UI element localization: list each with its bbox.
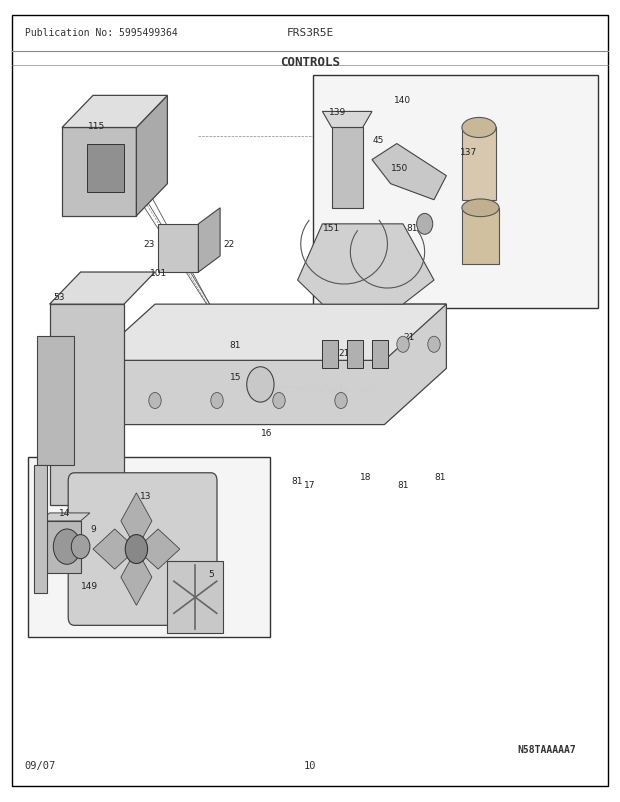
Polygon shape (158, 225, 198, 273)
Polygon shape (372, 144, 446, 200)
Text: 81: 81 (435, 472, 446, 482)
Text: 81: 81 (397, 480, 409, 490)
Bar (372, 341, 388, 369)
Text: 115: 115 (87, 122, 105, 132)
Bar (462, 209, 499, 265)
Polygon shape (87, 144, 124, 192)
Circle shape (273, 393, 285, 409)
Text: 22: 22 (224, 240, 235, 249)
Circle shape (335, 393, 347, 409)
Polygon shape (93, 529, 136, 569)
Circle shape (53, 529, 81, 565)
Circle shape (417, 214, 433, 235)
Bar (313, 76, 598, 309)
Text: 151: 151 (323, 224, 340, 233)
Polygon shape (121, 549, 152, 606)
Polygon shape (93, 305, 446, 425)
Text: 140: 140 (394, 95, 412, 105)
Text: 101: 101 (149, 268, 167, 277)
Text: 21A: 21A (339, 348, 356, 358)
Bar (40, 521, 81, 573)
Text: 09/07: 09/07 (25, 760, 56, 770)
Polygon shape (62, 128, 136, 217)
Polygon shape (62, 96, 167, 128)
Text: 5: 5 (208, 569, 214, 578)
Text: 81: 81 (292, 476, 303, 486)
Circle shape (149, 393, 161, 409)
Polygon shape (37, 337, 74, 465)
Text: FRS3R5E: FRS3R5E (286, 28, 334, 38)
Text: 23: 23 (143, 240, 154, 249)
Polygon shape (167, 561, 223, 634)
Circle shape (211, 393, 223, 409)
Polygon shape (136, 529, 180, 569)
Text: sReplacementParts.com: sReplacementParts.com (242, 384, 378, 394)
Text: CONTROLS: CONTROLS (280, 56, 340, 69)
Polygon shape (322, 112, 372, 128)
Text: 149: 149 (81, 581, 99, 590)
Polygon shape (298, 225, 434, 305)
Bar (332, 128, 363, 209)
Text: 9: 9 (90, 525, 96, 534)
Bar (462, 128, 496, 200)
Polygon shape (121, 493, 152, 549)
Text: 14: 14 (60, 508, 71, 518)
Bar (347, 341, 363, 369)
Text: 81: 81 (407, 224, 418, 233)
Text: 81: 81 (230, 340, 241, 350)
Text: 150: 150 (391, 164, 409, 173)
Text: 17: 17 (304, 480, 316, 490)
Polygon shape (50, 273, 155, 305)
Text: 16: 16 (261, 428, 272, 438)
Polygon shape (198, 209, 220, 273)
Text: 139: 139 (329, 107, 347, 117)
Polygon shape (93, 305, 446, 361)
Text: 18: 18 (360, 472, 371, 482)
Circle shape (71, 535, 90, 559)
Bar (28, 457, 270, 638)
Text: N58TAAAAA7: N58TAAAAA7 (518, 744, 577, 754)
Text: 138: 138 (472, 200, 489, 209)
Text: 8: 8 (130, 512, 136, 522)
Polygon shape (40, 513, 90, 521)
Text: 10: 10 (304, 760, 316, 770)
Text: 53: 53 (53, 292, 64, 302)
Ellipse shape (462, 200, 499, 217)
Circle shape (397, 337, 409, 353)
Text: 15: 15 (230, 372, 241, 382)
Bar (322, 341, 338, 369)
Polygon shape (50, 305, 124, 505)
Circle shape (428, 337, 440, 353)
Text: 45: 45 (373, 136, 384, 145)
Polygon shape (136, 96, 167, 217)
Ellipse shape (462, 118, 496, 139)
Text: 21: 21 (404, 332, 415, 342)
Circle shape (125, 535, 148, 564)
Text: 137: 137 (459, 148, 477, 157)
Text: 13: 13 (140, 491, 151, 500)
Circle shape (247, 367, 274, 403)
Text: Publication No: 5995499364: Publication No: 5995499364 (25, 28, 177, 38)
Polygon shape (34, 465, 46, 593)
FancyBboxPatch shape (68, 473, 217, 626)
